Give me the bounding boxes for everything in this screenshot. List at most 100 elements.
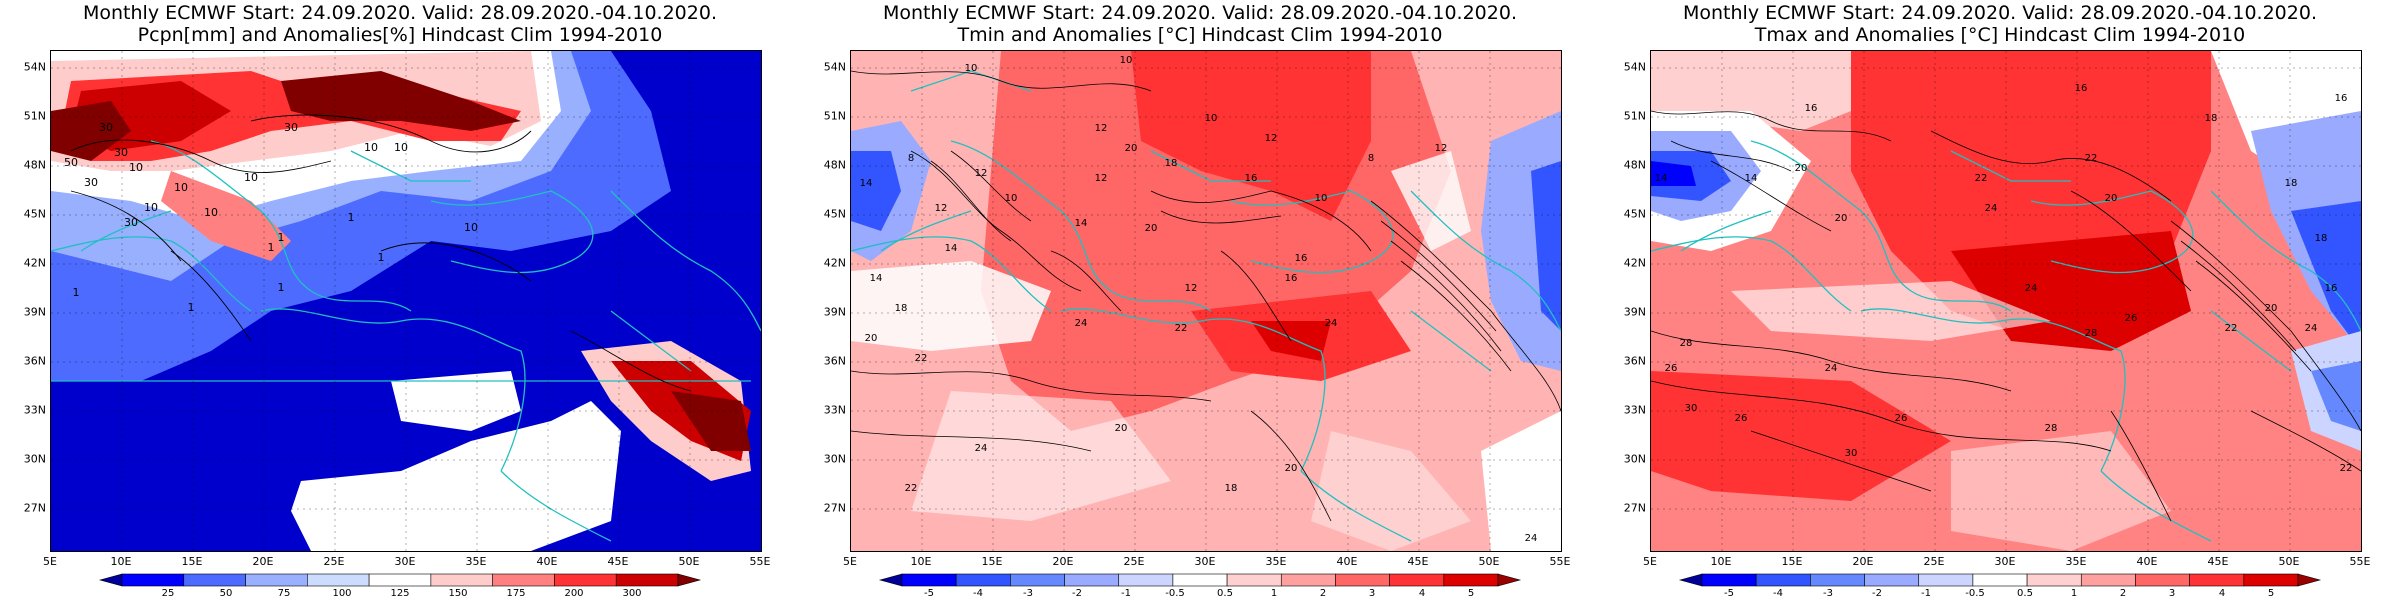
colorbar-label: 2 [1319,588,1327,599]
contour-label: 10 [244,171,258,184]
panel-title-line2: Pcpn[mm] and Anomalies[%] Hindcast Clim … [137,24,663,46]
contour-label: 30 [124,216,138,229]
contour-label: 10 [364,141,378,154]
colorbar-label: 5 [2267,588,2275,599]
colorbar-segment [1443,573,1499,587]
lon-tick-label: 50E [2278,555,2300,568]
contour-label-group: 16 16 18 16 14 14 20 22 22 24 20 18 20 1… [1655,83,2353,474]
colorbar-label: -4 [973,588,983,599]
colorbar-svg [878,573,1522,587]
colorbar-segment [2026,573,2082,587]
contour-label: 10 [144,201,158,214]
contour-label: 18 [2205,113,2218,124]
lon-tick-label: 50E [678,555,700,568]
lat-tick-label: 33N [823,403,846,417]
colorbar-segment [615,573,679,587]
colorbar-segment [2135,573,2190,587]
lon-tick-label: 10E [910,555,932,568]
colorbar-segment [878,573,903,587]
contour-label: 22 [2340,463,2353,474]
colorbar-segment [1064,573,1120,587]
contour-label-group: 10 10 12 8 14 12 12 10 14 12 18 20 10 12… [860,55,1538,544]
panel-title-line1: Monthly ECMWF Start: 24.09.2020. Valid: … [83,2,717,24]
lon-tick-label: 15E [1781,555,1803,568]
contour-label: 1 [188,301,195,314]
colorbar-label: 1 [2070,588,2078,599]
lon-tick-label: 5E [843,555,857,568]
lon-tick-label: 55E [749,555,771,568]
contour-label: 16 [2325,283,2338,294]
colorbar-label: -5 [924,588,934,599]
lon-tick-label: 55E [1549,555,1571,568]
colorbar-label: -0.5 [1965,588,1985,599]
colorbar-label: 100 [332,588,352,599]
tmax-panel: Monthly ECMWF Start: 24.09.2020. Valid: … [1600,0,2400,600]
colorbar-segment [307,573,370,587]
lat-tick-label: 27N [1623,501,1646,515]
contour-label: 24 [1525,533,1538,544]
contour-label: 20 [2105,193,2118,204]
contour-label: 10 [394,141,408,154]
lon-tick-label: 25E [323,555,345,568]
contour-label: 24 [2305,323,2318,334]
colorbar-segment [2243,573,2299,587]
contour-label: 10 [204,206,218,219]
colorbar-segment [1810,573,1865,587]
contour-label: 12 [1095,173,1108,184]
colorbar-segment [1118,573,1174,587]
contour-label: 20 [865,333,878,344]
colorbar-segment [368,573,432,587]
contour-label: 10 [965,63,978,74]
lat-tick-label: 36N [23,354,46,368]
contour-label: 14 [1075,218,1088,229]
colorbar-segment [1280,573,1336,587]
contour-label: 18 [1165,158,1178,169]
colorbar-label: 300 [622,588,642,599]
contour-label: 24 [1325,318,1338,329]
colorbar-label: 0.5 [2017,588,2033,599]
lon-tick-label: 30E [1194,555,1216,568]
contour-label: 30 [114,146,128,159]
colorbar-label: 2 [2119,588,2127,599]
colorbar-segment [1172,573,1228,587]
contour-label: 20 [1125,143,1138,154]
panel-title-line1: Monthly ECMWF Start: 24.09.2020. Valid: … [883,2,1517,24]
contour-label: 10 [174,181,188,194]
contour-label: 26 [2125,313,2138,324]
contour-label: 30 [84,176,98,189]
colorbar-label: 200 [564,588,584,599]
colorbar-label: 175 [506,588,526,599]
tmax-colorbar [1678,573,2322,587]
contour-label: 30 [99,121,113,134]
lat-tick-label: 42N [823,256,846,270]
lat-tick-label: 54N [823,60,846,74]
contour-label: 16 [1245,173,1258,184]
lat-tick-label: 51N [23,109,46,123]
contour-label: 1 [278,281,285,294]
lon-tick-label: 45E [1407,555,1429,568]
lat-tick-label: 30N [1623,452,1646,466]
lat-tick-label: 27N [23,501,46,515]
precip-map: 30 30 50 30 10 10 30 10 10 10 10 30 1 1 … [50,50,762,552]
colorbar-label: -0.5 [1165,588,1185,599]
colorbar-label: -1 [1921,588,1931,599]
colorbar-label: 75 [277,588,291,599]
contour-label: 12 [935,203,948,214]
contour-label: 12 [1265,133,1278,144]
colorbar-label: -2 [1072,588,1082,599]
lon-tick-label: 25E [1123,555,1145,568]
contour-label: 18 [895,303,908,314]
contour-label: 1 [378,251,385,264]
colorbar-segment [430,573,493,587]
lat-tick-label: 27N [823,501,846,515]
lon-tick-label: 15E [181,555,203,568]
lat-tick-label: 54N [23,60,46,74]
contour-label: 22 [1975,173,1988,184]
contour-label: 14 [945,243,958,254]
colorbar-label: -2 [1872,588,1882,599]
contour-label: 14 [870,273,883,284]
lon-tick-label: 40E [536,555,558,568]
colorbar-label: 25 [161,588,175,599]
contour-label: 10 [1120,55,1133,66]
colorbar-label: 3 [1368,588,1376,599]
